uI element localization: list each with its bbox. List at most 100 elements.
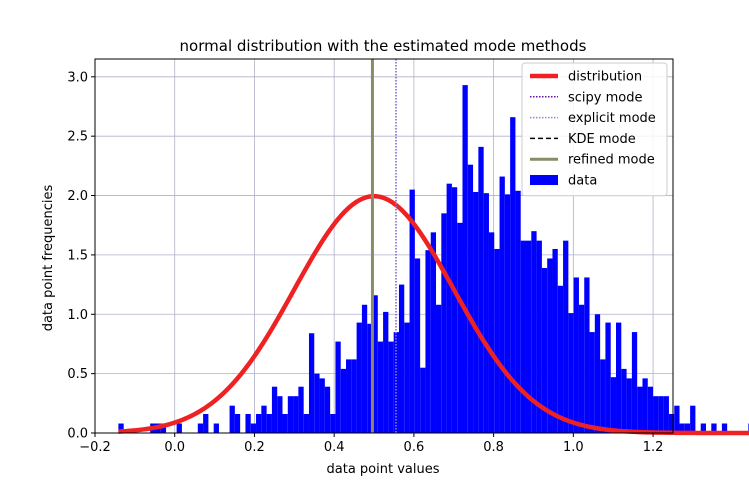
- histogram-bar: [637, 386, 643, 433]
- histogram-bar: [721, 423, 728, 433]
- histogram-bar: [436, 304, 442, 433]
- histogram-bar: [293, 396, 299, 433]
- y-tick-label: 3.0: [67, 70, 88, 85]
- histogram-bar: [600, 359, 606, 433]
- histogram-bar: [388, 341, 394, 433]
- histogram-bar: [578, 304, 585, 433]
- histogram-bar: [303, 414, 309, 433]
- histogram-bar: [494, 248, 500, 433]
- legend-label: distribution: [568, 70, 642, 85]
- y-tick-label: 2.5: [67, 130, 88, 145]
- histogram-bar: [271, 386, 278, 433]
- histogram-bar: [610, 377, 617, 433]
- legend-label: refined mode: [568, 153, 655, 168]
- histogram-bar: [668, 414, 675, 433]
- histogram-bars: [118, 85, 749, 434]
- histogram-bar: [351, 359, 357, 433]
- histogram-bar: [557, 285, 564, 433]
- distribution-curve: [118, 193, 749, 436]
- histogram-bar: [483, 193, 489, 433]
- histogram-bar: [510, 117, 516, 433]
- x-tick-label: 0.4: [324, 440, 345, 455]
- distribution-curve-layer: [118, 193, 749, 436]
- histogram-bar: [176, 423, 182, 433]
- x-tick-label: 1.2: [643, 440, 664, 455]
- histogram-bar: [642, 378, 648, 433]
- histogram-bar: [425, 250, 431, 433]
- histogram-bar: [451, 187, 458, 433]
- x-axis-ticks: −0.2 0.0 0.2 0.4 0.6 0.8 1.0 1.2: [79, 433, 663, 455]
- histogram-bar: [203, 414, 209, 433]
- histogram-bar: [568, 313, 574, 433]
- histogram-bar: [631, 332, 638, 433]
- histogram-bar: [414, 258, 421, 433]
- x-tick-label: 0.8: [483, 440, 504, 455]
- histogram-bar: [621, 368, 627, 433]
- legend-label: scipy mode: [568, 90, 642, 105]
- histogram-bar: [377, 341, 384, 433]
- histogram-bar: [393, 332, 399, 433]
- histogram-bar: [213, 423, 219, 433]
- x-tick-label: 0.2: [244, 440, 265, 455]
- histogram-bar: [700, 423, 706, 433]
- histogram-bar: [653, 396, 659, 433]
- histogram-bar: [626, 378, 632, 433]
- mode-lines: [370, 59, 397, 433]
- histogram-bar: [526, 240, 532, 433]
- legend-box: [521, 62, 668, 197]
- histogram-bar: [256, 414, 262, 433]
- histogram-bar: [605, 322, 611, 433]
- histogram-bar: [462, 85, 468, 433]
- histogram-bar: [478, 146, 484, 433]
- y-axis-ticks: 0.0 0.5 1.0 1.5 2.0 2.5 3.0: [67, 70, 95, 442]
- chart-title: normal distribution with the estimated m…: [180, 37, 587, 55]
- histogram-bar: [197, 423, 204, 433]
- histogram-bar: [658, 396, 664, 433]
- legend: distribution scipy mode explicit mode KDE m…: [521, 62, 668, 197]
- histogram-bar: [404, 322, 410, 433]
- histogram-bar: [520, 240, 527, 433]
- legend-label: explicit mode: [568, 111, 656, 126]
- histogram-bar: [330, 414, 336, 433]
- histogram-bar: [531, 231, 537, 433]
- y-tick-label: 1.5: [67, 248, 88, 263]
- legend-label: KDE mode: [568, 132, 636, 147]
- histogram-bar: [319, 378, 325, 433]
- histogram-bar: [118, 423, 124, 433]
- histogram-bar: [647, 386, 654, 433]
- histogram-bar: [298, 386, 304, 433]
- histogram-bar: [547, 258, 553, 433]
- legend-label: data: [568, 174, 597, 189]
- histogram-bar: [245, 414, 251, 433]
- histogram-bar: [277, 396, 283, 433]
- histogram-bar: [446, 183, 452, 433]
- histogram-bar: [441, 213, 447, 433]
- y-tick-label: 0.5: [67, 367, 88, 382]
- histogram-bar: [541, 267, 548, 433]
- y-tick-label: 0.0: [67, 427, 88, 442]
- histogram-bar: [335, 341, 341, 433]
- histogram-bar: [488, 232, 495, 433]
- histogram-bar: [383, 311, 389, 433]
- histogram-bar: [367, 323, 373, 433]
- histogram-bar: [552, 248, 558, 433]
- y-axis-label: data point frequencies: [41, 184, 56, 331]
- x-tick-label: 0.0: [164, 440, 185, 455]
- histogram-bar: [663, 396, 669, 433]
- histogram-bar: [340, 368, 347, 433]
- x-tick-label: 1.0: [563, 440, 584, 455]
- histogram-bar: [356, 322, 362, 433]
- histogram-bar: [314, 373, 320, 433]
- histogram-bar: [536, 240, 542, 433]
- histogram-bar: [457, 222, 463, 433]
- axes-frame: [94, 58, 674, 434]
- histogram-bar: [409, 189, 415, 433]
- histogram-bar: [250, 423, 257, 433]
- histogram-bar: [679, 423, 685, 433]
- histogram-bar: [282, 414, 288, 433]
- histogram-bar: [684, 423, 691, 433]
- histogram-bar: [234, 414, 241, 433]
- histogram-bar: [160, 423, 167, 433]
- histogram-bar: [473, 191, 479, 433]
